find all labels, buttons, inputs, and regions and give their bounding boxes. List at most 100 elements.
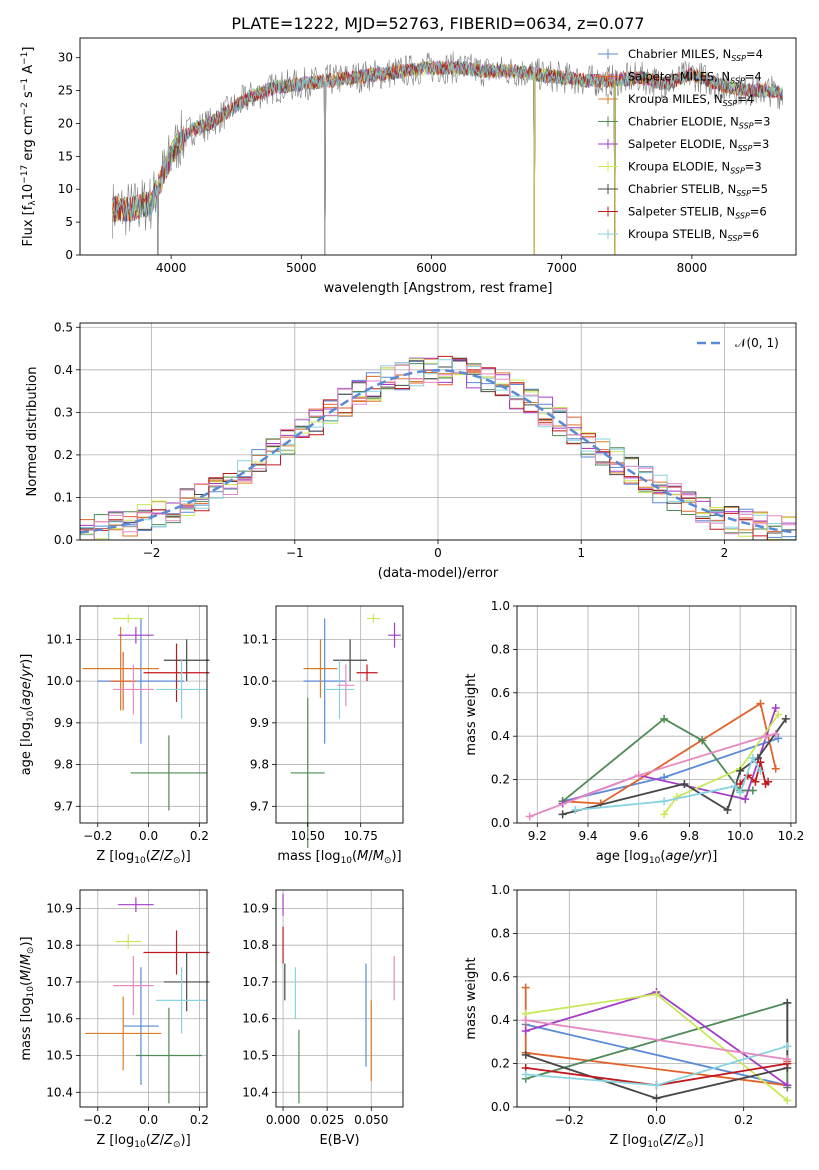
y-tick-label: 0.4: [54, 363, 73, 377]
y-axis-label: mass [log10(M/M⊙)]: [19, 936, 36, 1060]
x-tick-label: 9.6: [629, 829, 648, 843]
y-axis-label: age [log10(age/yr)]: [19, 654, 36, 776]
y-tick-label: 10.0: [242, 674, 269, 688]
kroupa-miles-model-line: [112, 60, 784, 256]
axes-frame: [79, 322, 797, 541]
y-tick-label: 9.7: [54, 799, 73, 813]
legend-entry: 𝒩(0, 1): [735, 336, 779, 350]
data-point: [783, 1081, 792, 1090]
data-point: [731, 782, 740, 791]
y-tick-label: 10.6: [242, 1012, 269, 1026]
data-point: [660, 714, 669, 723]
x-tick-label: 0.025: [310, 1113, 344, 1127]
mass-vs-ebv-marks: [282, 893, 395, 1104]
data-point: [521, 983, 530, 992]
y-tick-label: 10.4: [46, 1085, 73, 1099]
legend-entry: Kroupa STELIB, NSSP=6: [628, 227, 759, 243]
y-tick-label: 0.6: [491, 970, 510, 984]
pink-point: [113, 664, 154, 715]
axes-frame: [79, 605, 208, 824]
legend-entry: Salpeter ELODIE, NSSP=3: [628, 137, 769, 153]
legend-entry: Chabrier STELIB, NSSP=5: [628, 182, 768, 198]
x-axis-label: E(B-V): [319, 1133, 359, 1148]
y-tick-label: 0.4: [491, 1013, 510, 1027]
x-axis-label: (data-model)/error: [378, 566, 499, 581]
x-tick-label: 0.0: [647, 1113, 666, 1127]
x-axis-label: Z [log10(Z/Z⊙)]: [96, 1133, 190, 1150]
chabrier-stelib-point: [163, 639, 210, 682]
y-tick-label: 25: [58, 84, 73, 98]
x-tick-label: −1: [286, 546, 304, 560]
kroupa-elodie-mass-weight-series: [521, 990, 792, 1105]
y-tick-label: 0.8: [491, 926, 510, 940]
mass-vs-metallicity-panel: −0.2 0.0 0.2 10.4 10.5 10.6 10.7 10.8 10.9 Z [log…: [19, 889, 210, 1150]
age-vs-metallicity-marks: [82, 614, 210, 811]
residual-distribution-panel: −2 −1 0 1 2 0.0 0.1 0.2 0.3 0.4 0.5 (data-model)/er…: [25, 320, 797, 581]
x-tick-label: −0.2: [83, 1113, 112, 1127]
y-tick-label: 0.4: [491, 729, 510, 743]
legend-entry: Chabrier MILES, NSSP=4: [628, 47, 763, 63]
histogram-legend: 𝒩(0, 1): [697, 336, 779, 350]
kroupa-stelib-mass-weight-series: [571, 753, 765, 814]
y-tick-label: 0: [65, 248, 73, 262]
chabrier-elodie-point: [135, 1007, 202, 1104]
data-point: [783, 1055, 792, 1064]
kroupa-elodie-model-line: [112, 59, 784, 256]
x-tick-label: −2: [143, 546, 161, 560]
data-point: [652, 990, 661, 999]
y-tick-label: 0.2: [491, 773, 510, 787]
pink-point: [113, 956, 154, 1016]
data-point: [751, 777, 760, 786]
y-tick-label: 10.1: [46, 632, 73, 646]
axes-frame: [275, 605, 404, 824]
data-point: [521, 1027, 530, 1036]
data-point: [525, 812, 534, 821]
y-tick-label: 1.0: [491, 883, 510, 897]
x-tick-label: 0.2: [190, 829, 209, 843]
y-tick-label: 1.0: [491, 599, 510, 613]
data-point: [756, 766, 765, 775]
x-tick-label: 0.0: [139, 1113, 158, 1127]
x-tick-label: 10.50: [291, 829, 325, 843]
x-axis-label: wavelength [Angstrom, rest frame]: [324, 281, 553, 296]
x-tick-label: 9.8: [680, 829, 699, 843]
kroupa-stelib-model-line: [112, 60, 784, 256]
salpeter-stelib-model-line: [112, 60, 784, 256]
data-point: [783, 998, 792, 1007]
y-tick-label: 9.9: [250, 716, 269, 730]
data-point: [783, 1096, 792, 1105]
data-point: [521, 1070, 530, 1079]
series-line: [663, 713, 779, 815]
pink-point: [337, 664, 355, 707]
y-tick-label: 10.4: [242, 1085, 269, 1099]
y-tick-label: 0.1: [54, 490, 73, 504]
kroupa-elodie-point: [113, 614, 144, 623]
data-point: [660, 797, 669, 806]
mass-weight-vs-age-marks: [525, 699, 790, 821]
chabrier-stelib-point: [163, 952, 210, 1012]
kroupa-miles-point: [82, 626, 159, 711]
y-tick-label: 15: [58, 149, 73, 163]
y-tick-label: 9.9: [54, 716, 73, 730]
chabrier-stelib-model-line: [112, 60, 784, 256]
salpeter-miles-point: [110, 651, 136, 711]
x-axis-label: Z [log10(Z/Z⊙)]: [609, 1133, 703, 1150]
y-tick-label: 10.6: [46, 1012, 73, 1026]
x-tick-label: 7000: [546, 261, 577, 275]
age-vs-mass-panel: 10.50 10.75 9.7 9.8 9.9 10.0 10.1 mass [log10(M…: [242, 605, 404, 866]
data-point: [652, 1081, 661, 1090]
x-tick-label: 0.050: [354, 1113, 388, 1127]
salpeter-miles-model-line: [112, 60, 784, 256]
kroupa-stelib-histogram: [80, 359, 796, 541]
y-axis-label: Flux [fλ10−17 erg cm−2 s−1 A−1]: [20, 47, 38, 247]
data-point: [723, 805, 732, 814]
y-tick-label: 0.0: [54, 533, 73, 547]
salpeter-stelib-mass-weight-series: [736, 758, 773, 788]
mass-weight-vs-metallicity-panel: −0.2 0.0 0.2 0.0 0.2 0.4 0.6 0.8 1.0 Z [log10(Z/Z…: [464, 883, 797, 1150]
y-tick-label: 10.7: [46, 975, 73, 989]
x-tick-label: 0.000: [266, 1113, 300, 1127]
data-point: [698, 736, 707, 745]
data-point: [756, 699, 765, 708]
y-tick-label: 5: [65, 215, 73, 229]
